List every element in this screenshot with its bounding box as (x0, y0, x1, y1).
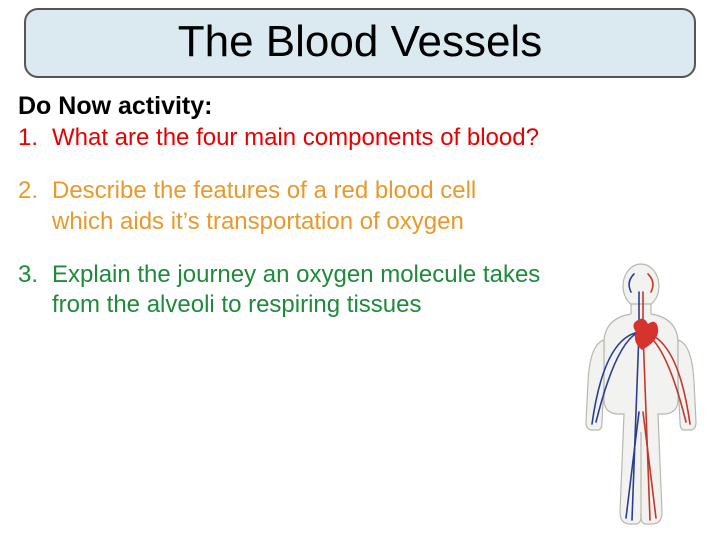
page-title: The Blood Vessels (26, 18, 694, 66)
question-item: 1. What are the four main components of b… (18, 123, 542, 154)
question-number: 1. (18, 123, 38, 154)
human-body-diagram (576, 262, 706, 532)
title-box: The Blood Vessels (24, 8, 696, 78)
content-area: Do Now activity: 1. What are the four mai… (0, 78, 560, 321)
do-now-prompt: Do Now activity: (18, 92, 542, 121)
question-text: What are the four main components of blo… (52, 124, 539, 151)
question-number: 2. (18, 176, 38, 207)
question-list: 1. What are the four main components of b… (18, 123, 542, 321)
question-item: 2. Describe the features of a red blood c… (18, 176, 542, 237)
question-text: Describe the features of a red blood cel… (52, 177, 476, 235)
question-number: 3. (18, 260, 38, 291)
question-text: Explain the journey an oxygen molecule t… (52, 261, 540, 319)
question-item: 3. Explain the journey an oxygen molecule… (18, 260, 542, 321)
